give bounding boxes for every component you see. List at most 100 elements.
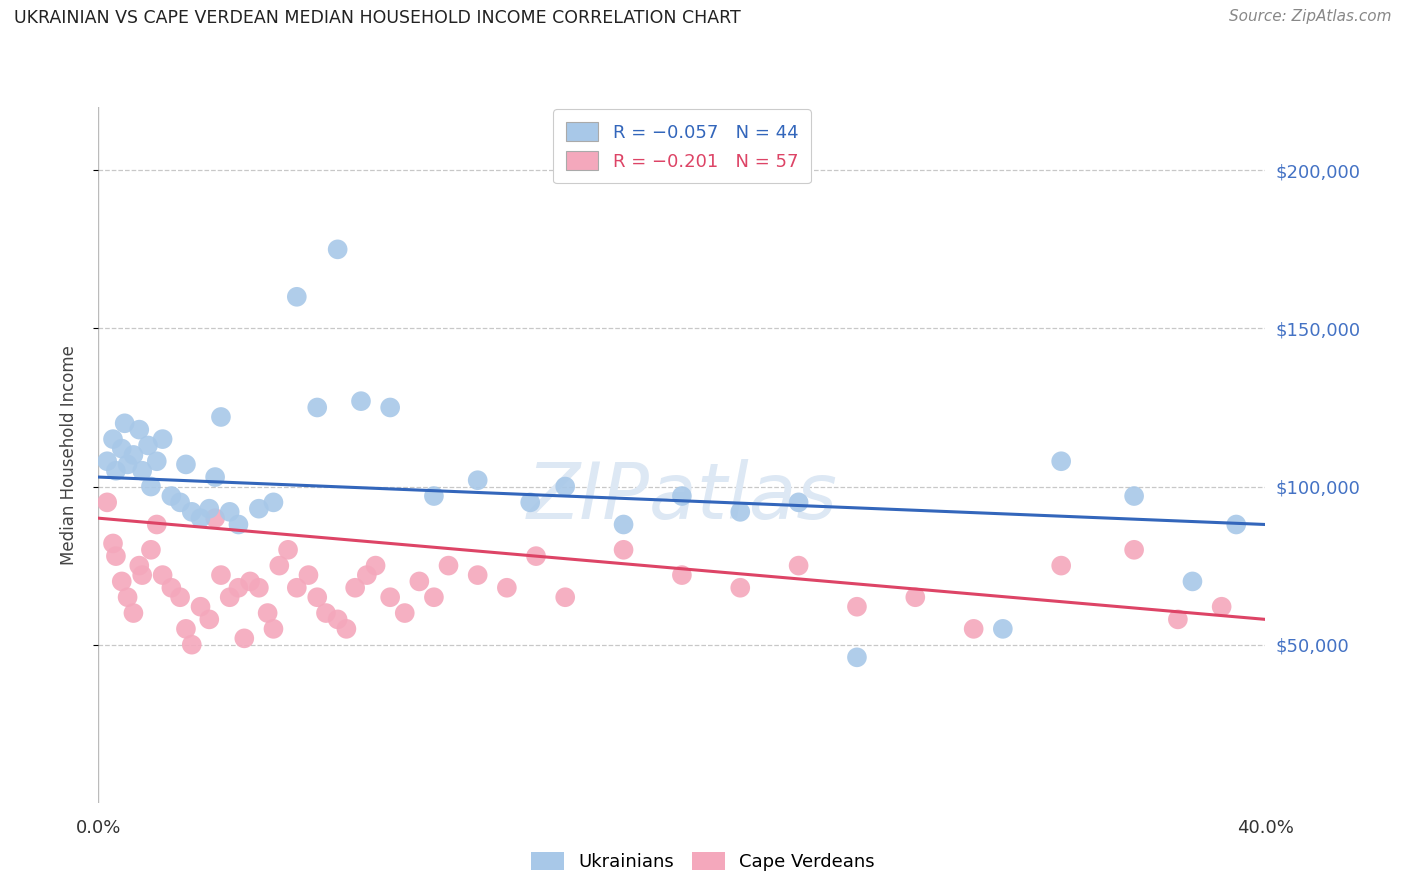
Point (423, 489, 446, 503)
Point (139, 542, 162, 557)
Point (344, 581, 367, 595)
Point (228, 581, 250, 595)
Point (198, 501, 221, 516)
Point (845, 650, 868, 665)
Point (218, 505, 240, 519)
Point (96, 454, 118, 468)
Point (256, 606, 278, 620)
Point (111, 574, 134, 589)
Point (671, 489, 693, 503)
Point (285, 581, 308, 595)
Point (297, 568, 319, 582)
Point (111, 442, 134, 456)
Point (787, 558, 810, 573)
Point (728, 581, 751, 595)
Point (117, 591, 139, 605)
Point (1050, 454, 1073, 468)
Point (364, 558, 387, 573)
Text: ZIPatlas: ZIPatlas (526, 458, 838, 534)
Point (174, 458, 197, 472)
Point (467, 568, 489, 582)
Point (1181, 574, 1204, 589)
Y-axis label: Median Household Income: Median Household Income (59, 345, 77, 565)
Point (209, 568, 232, 582)
Point (285, 290, 308, 304)
Point (962, 622, 984, 636)
Point (467, 473, 489, 487)
Point (991, 622, 1014, 636)
Point (101, 432, 124, 446)
Point (198, 612, 221, 626)
Point (228, 517, 250, 532)
Point (307, 591, 329, 605)
Point (437, 558, 460, 573)
Point (335, 622, 357, 636)
Point (117, 458, 139, 472)
Point (1050, 558, 1073, 573)
Point (262, 495, 284, 509)
Point (326, 612, 349, 626)
Legend: Ukrainians, Cape Verdeans: Ukrainians, Cape Verdeans (524, 845, 882, 879)
Point (169, 495, 191, 509)
Point (128, 558, 150, 573)
Point (204, 470, 226, 484)
Point (524, 549, 547, 563)
Point (262, 622, 284, 636)
Point (787, 495, 810, 509)
Text: Source: ZipAtlas.com: Source: ZipAtlas.com (1229, 9, 1392, 24)
Text: UKRAINIAN VS CAPE VERDEAN MEDIAN HOUSEHOLD INCOME CORRELATION CHART: UKRAINIAN VS CAPE VERDEAN MEDIAN HOUSEHO… (14, 9, 741, 27)
Point (247, 501, 270, 516)
Point (169, 591, 191, 605)
Point (114, 417, 136, 431)
Point (128, 423, 150, 437)
Point (152, 568, 174, 582)
Point (277, 542, 299, 557)
Point (209, 409, 232, 424)
Point (204, 511, 226, 525)
Point (1167, 612, 1189, 626)
Point (394, 606, 416, 620)
Point (904, 591, 927, 605)
Point (174, 622, 197, 636)
Legend: R = −0.057   N = 44, R = −0.201   N = 57: R = −0.057 N = 44, R = −0.201 N = 57 (553, 109, 811, 183)
Point (104, 549, 127, 563)
Point (269, 558, 291, 573)
Point (190, 511, 212, 525)
Point (423, 591, 446, 605)
Point (845, 599, 868, 614)
Point (233, 632, 256, 646)
Point (378, 591, 402, 605)
Point (160, 581, 183, 595)
Point (408, 574, 430, 589)
Point (136, 438, 159, 452)
Point (180, 638, 202, 652)
Point (180, 505, 202, 519)
Point (519, 495, 541, 509)
Point (356, 568, 378, 582)
Point (315, 606, 337, 620)
Point (728, 505, 751, 519)
Point (671, 568, 693, 582)
Point (190, 599, 212, 614)
Point (122, 448, 145, 462)
Point (247, 581, 270, 595)
Point (139, 479, 162, 493)
Point (1123, 489, 1146, 503)
Point (326, 243, 349, 257)
Point (378, 401, 402, 415)
Point (554, 591, 576, 605)
Point (152, 432, 174, 446)
Point (239, 574, 262, 589)
Point (101, 536, 124, 550)
Point (104, 464, 127, 478)
Point (554, 479, 576, 493)
Point (1123, 542, 1146, 557)
Point (131, 568, 153, 582)
Point (146, 454, 169, 468)
Point (612, 517, 634, 532)
Point (146, 517, 169, 532)
Point (1225, 517, 1247, 532)
Point (612, 542, 634, 557)
Point (218, 591, 240, 605)
Point (495, 581, 517, 595)
